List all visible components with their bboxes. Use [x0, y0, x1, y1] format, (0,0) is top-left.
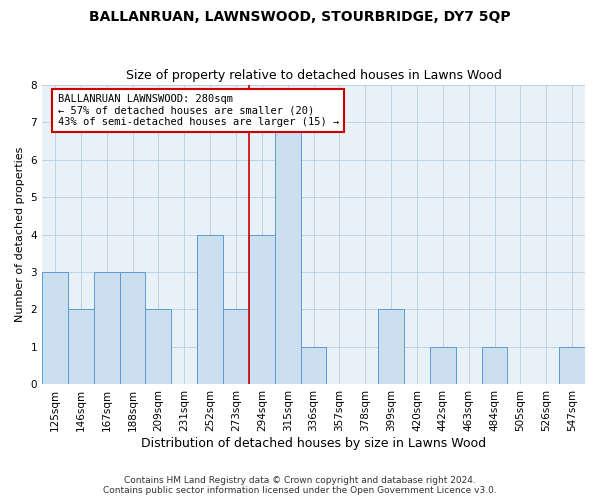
Bar	[301, 347, 326, 385]
Bar	[275, 122, 301, 384]
Bar	[223, 310, 249, 384]
Bar	[145, 310, 172, 384]
Bar	[94, 272, 119, 384]
Bar	[119, 272, 145, 384]
Text: BALLANRUAN LAWNSWOOD: 280sqm
← 57% of detached houses are smaller (20)
43% of se: BALLANRUAN LAWNSWOOD: 280sqm ← 57% of de…	[58, 94, 339, 127]
Bar	[42, 272, 68, 384]
Bar	[378, 310, 404, 384]
Bar	[559, 347, 585, 385]
Bar	[68, 310, 94, 384]
Text: BALLANRUAN, LAWNSWOOD, STOURBRIDGE, DY7 5QP: BALLANRUAN, LAWNSWOOD, STOURBRIDGE, DY7 …	[89, 10, 511, 24]
Bar	[197, 234, 223, 384]
X-axis label: Distribution of detached houses by size in Lawns Wood: Distribution of detached houses by size …	[141, 437, 486, 450]
Bar	[482, 347, 508, 385]
Y-axis label: Number of detached properties: Number of detached properties	[15, 147, 25, 322]
Bar	[249, 234, 275, 384]
Bar	[430, 347, 456, 385]
Title: Size of property relative to detached houses in Lawns Wood: Size of property relative to detached ho…	[125, 69, 502, 82]
Text: Contains HM Land Registry data © Crown copyright and database right 2024.
Contai: Contains HM Land Registry data © Crown c…	[103, 476, 497, 495]
